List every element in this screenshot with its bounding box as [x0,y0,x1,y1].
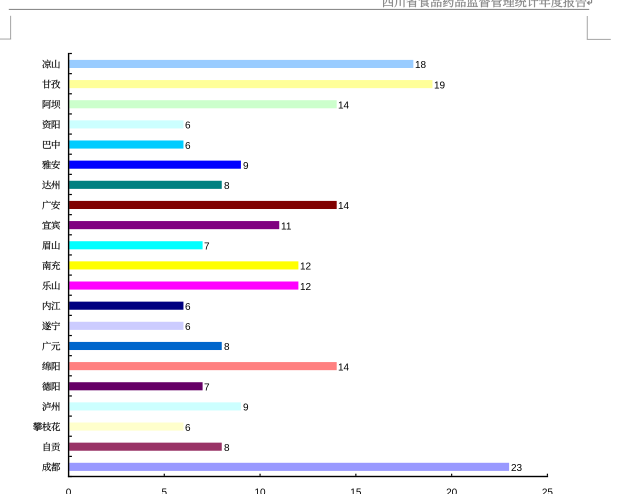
svg-text:6: 6 [185,141,191,152]
svg-text:9: 9 [243,403,249,414]
svg-text:6: 6 [185,121,191,132]
svg-text:23: 23 [511,463,523,474]
svg-text:18: 18 [415,60,427,71]
svg-text:9: 9 [243,161,249,172]
svg-text:8: 8 [224,181,230,192]
svg-text:19: 19 [434,80,446,91]
svg-text:5: 5 [161,487,167,494]
svg-text:6: 6 [185,322,191,333]
svg-text:8: 8 [224,443,230,454]
svg-text:0: 0 [66,487,72,494]
svg-text:11: 11 [281,221,292,232]
svg-text:25: 25 [542,487,554,494]
svg-text:10: 10 [255,487,267,494]
svg-text:7: 7 [204,242,210,253]
svg-text:7: 7 [204,383,210,394]
svg-text:12: 12 [300,282,312,293]
svg-text:15: 15 [350,487,362,494]
svg-text:14: 14 [338,100,350,111]
svg-text:6: 6 [185,302,191,313]
svg-text:14: 14 [338,201,350,212]
svg-text:6: 6 [185,423,191,434]
svg-text:20: 20 [446,487,458,494]
svg-text:14: 14 [338,362,350,373]
svg-text:12: 12 [300,262,312,273]
svg-text:8: 8 [224,342,230,353]
